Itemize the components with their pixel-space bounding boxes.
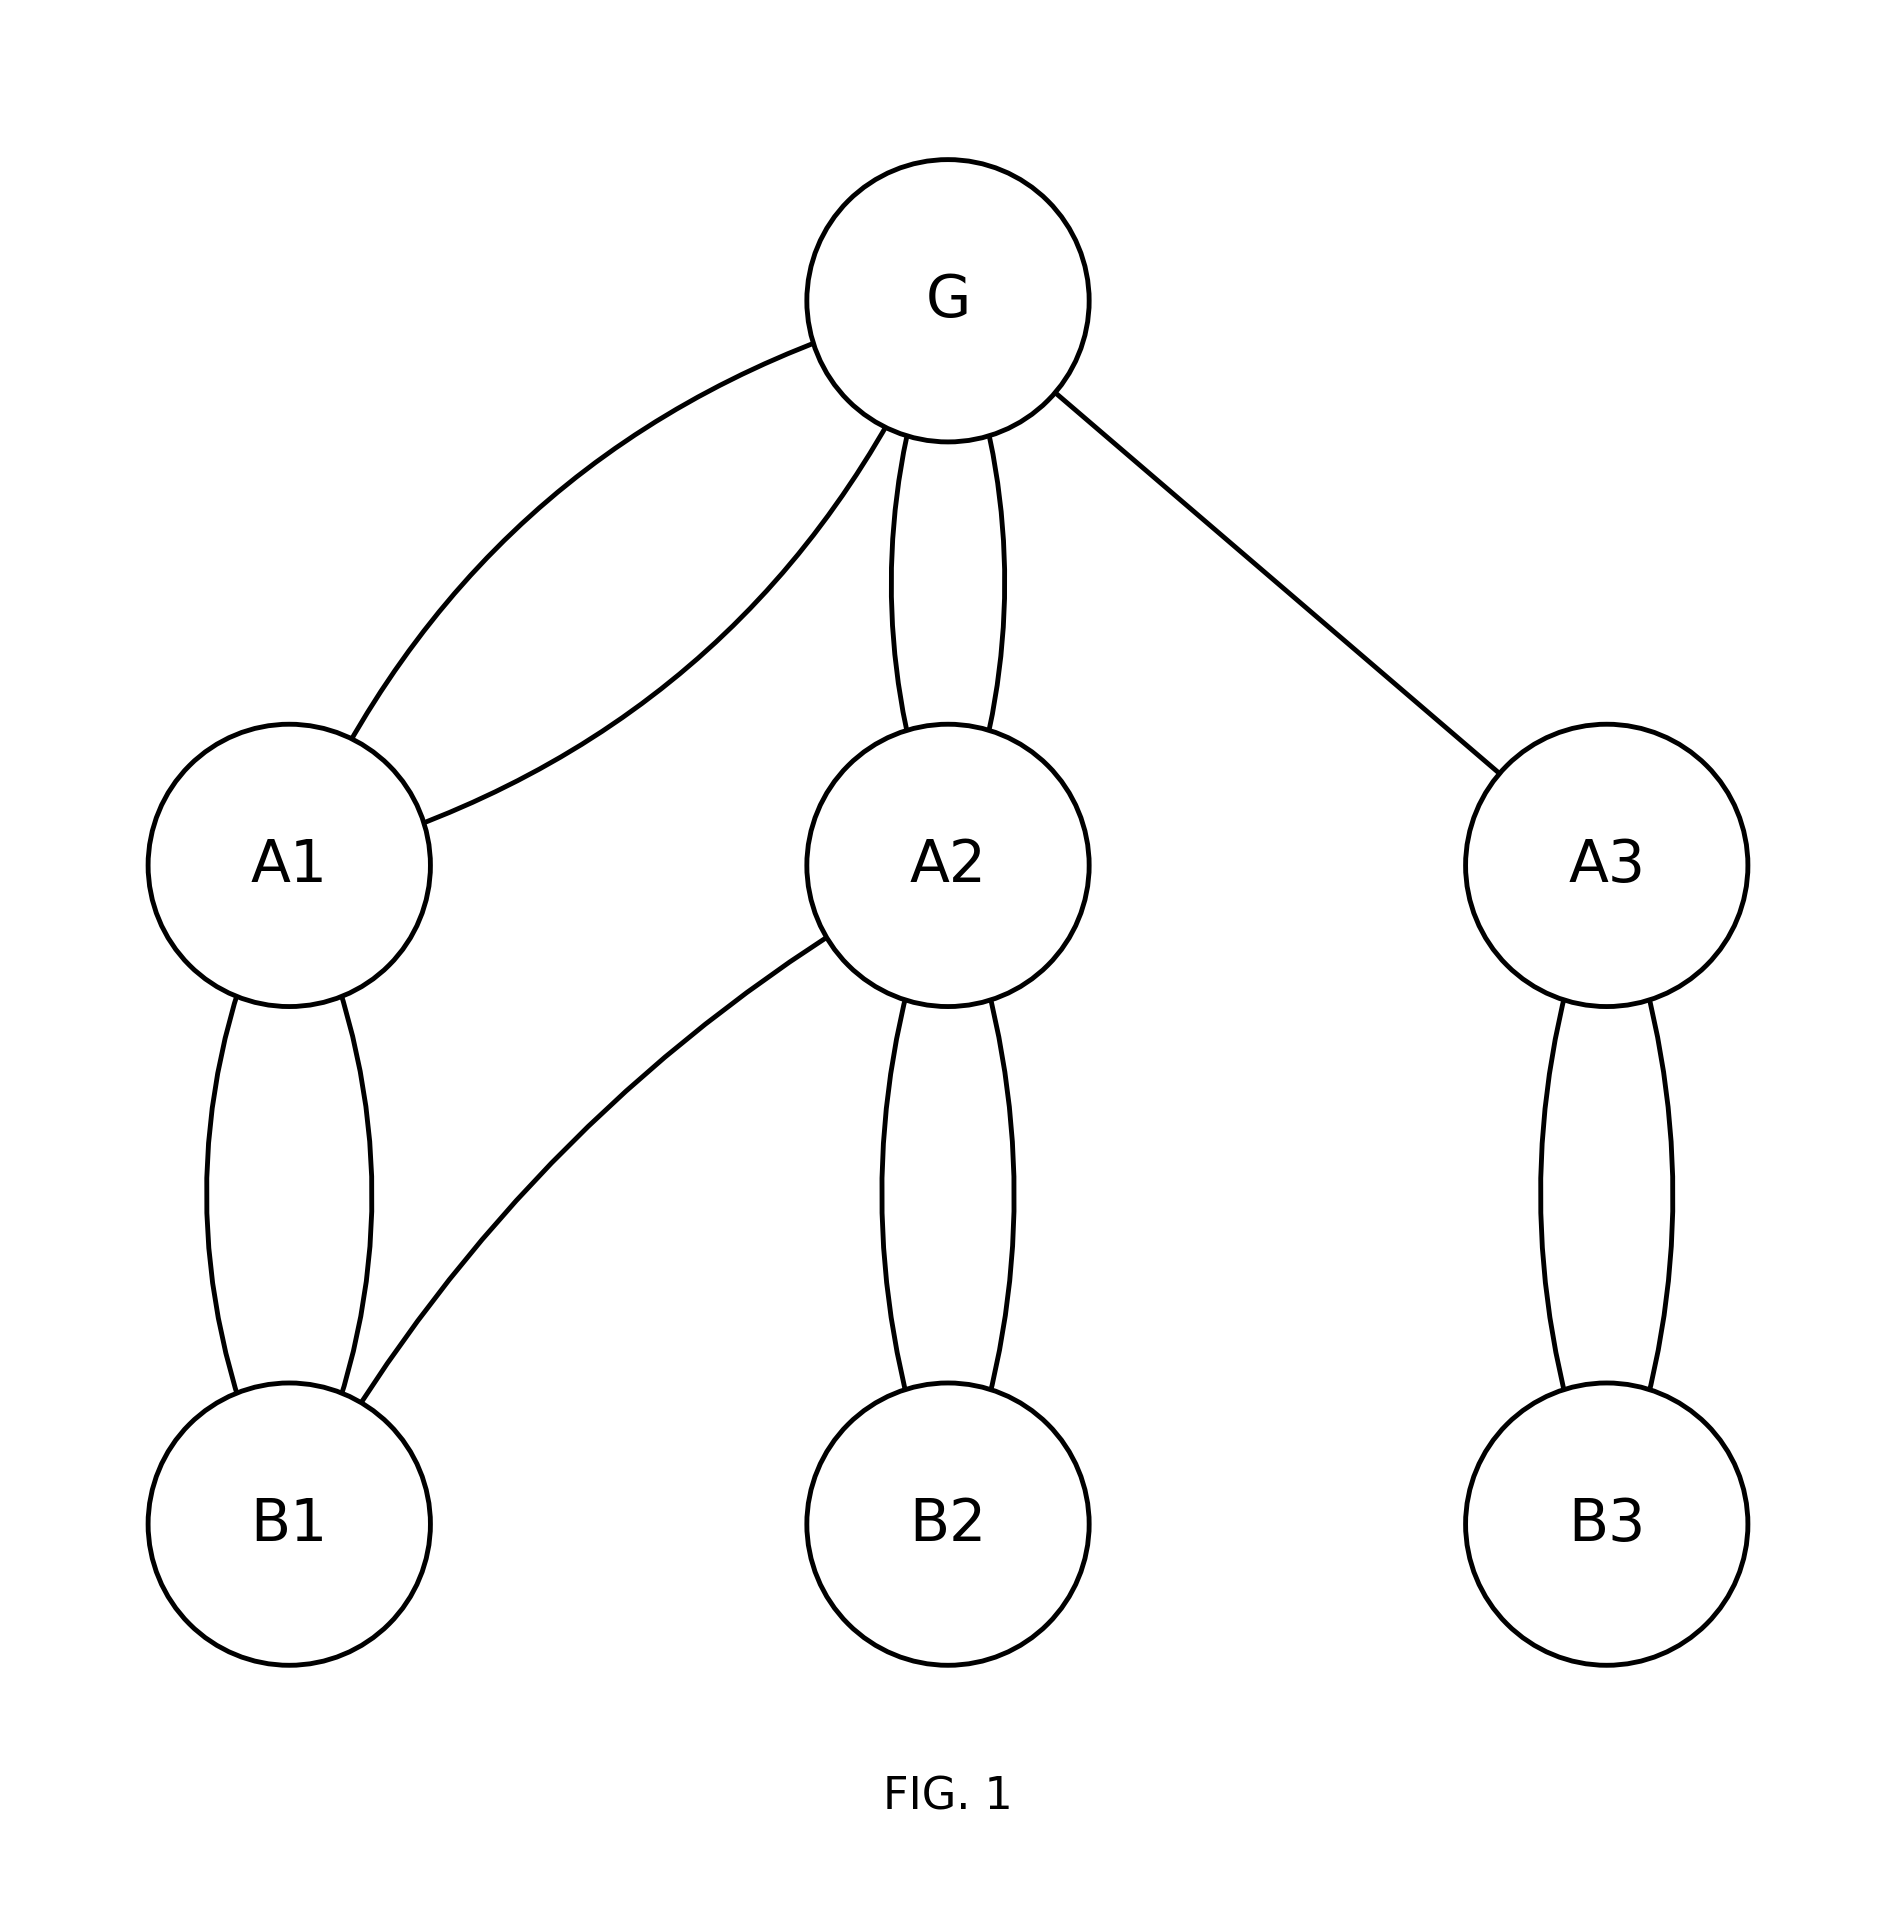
FancyArrowPatch shape (882, 917, 939, 1474)
Text: B3: B3 (1568, 1495, 1646, 1552)
Text: G: G (925, 272, 971, 330)
FancyArrowPatch shape (891, 351, 939, 812)
Circle shape (808, 159, 1088, 441)
FancyArrowPatch shape (305, 913, 372, 1474)
Text: FIG. 1: FIG. 1 (884, 1775, 1012, 1819)
Circle shape (1466, 723, 1748, 1007)
FancyArrowPatch shape (207, 917, 273, 1476)
FancyArrowPatch shape (988, 336, 1564, 831)
Text: B1: B1 (250, 1495, 328, 1552)
Text: B2: B2 (910, 1495, 986, 1552)
Circle shape (808, 723, 1088, 1007)
FancyArrowPatch shape (1617, 915, 1672, 1472)
Text: A3: A3 (1568, 837, 1646, 894)
FancyArrowPatch shape (957, 915, 1014, 1472)
Circle shape (1466, 1384, 1748, 1666)
FancyArrowPatch shape (311, 890, 902, 1476)
FancyArrowPatch shape (1541, 917, 1596, 1474)
Circle shape (808, 1384, 1088, 1666)
Circle shape (148, 1384, 430, 1666)
FancyArrowPatch shape (339, 351, 933, 852)
FancyArrowPatch shape (957, 353, 1005, 816)
Text: A2: A2 (910, 837, 986, 894)
Circle shape (148, 723, 430, 1007)
Text: A1: A1 (250, 837, 328, 894)
FancyArrowPatch shape (305, 315, 897, 814)
